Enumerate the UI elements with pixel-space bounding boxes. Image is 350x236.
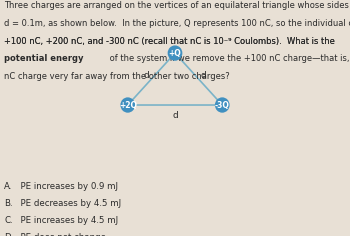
Text: d: d — [201, 71, 206, 80]
Text: +100 nC, +200 nC, and -300 nC (recall that nC is 10⁻⁹ Coulombs).  What is the: +100 nC, +200 nC, and -300 nC (recall th… — [4, 37, 338, 46]
Ellipse shape — [120, 97, 135, 113]
Text: D.: D. — [4, 233, 13, 236]
Text: d: d — [144, 71, 149, 80]
Text: d: d — [172, 111, 178, 120]
Text: PE increases by 4.5 mJ: PE increases by 4.5 mJ — [15, 216, 118, 225]
Text: +100 nC, +200 nC, and -300 nC (recall that nC is 10⁻⁹ Coulombs).  What is the: +100 nC, +200 nC, and -300 nC (recall th… — [4, 37, 338, 46]
Text: PE increases by 0.9 mJ: PE increases by 0.9 mJ — [15, 182, 118, 191]
Text: B.: B. — [4, 199, 13, 208]
Text: +2Q: +2Q — [119, 101, 137, 110]
Ellipse shape — [215, 97, 230, 113]
Text: potential energy: potential energy — [4, 54, 84, 63]
Text: -3Q: -3Q — [215, 101, 230, 110]
Text: C.: C. — [4, 216, 13, 225]
Text: of the system if we remove the +100 nC charge—that is, if we move the +100: of the system if we remove the +100 nC c… — [107, 54, 350, 63]
Text: Three charges are arranged on the vertices of an equilateral triangle whose side: Three charges are arranged on the vertic… — [4, 1, 350, 10]
Text: PE decreases by 4.5 mJ: PE decreases by 4.5 mJ — [15, 199, 121, 208]
Ellipse shape — [168, 45, 182, 61]
Text: d = 0.1m, as shown below.  In the picture, Q represents 100 nC, so the individua: d = 0.1m, as shown below. In the picture… — [4, 19, 350, 28]
Text: PE does not change: PE does not change — [15, 233, 106, 236]
Text: A.: A. — [4, 182, 13, 191]
Text: +Q: +Q — [169, 49, 181, 58]
Text: nC charge very far away from the other two charges?: nC charge very far away from the other t… — [4, 72, 230, 81]
